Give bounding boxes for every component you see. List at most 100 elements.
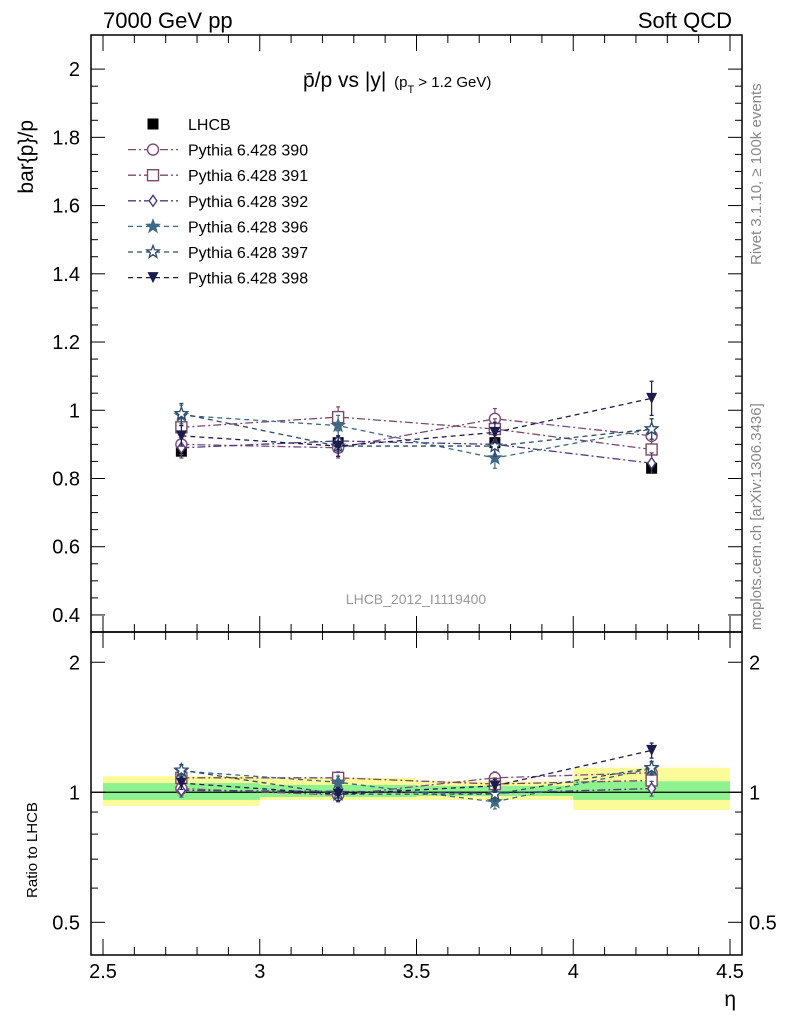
data-point: [332, 788, 344, 800]
legend-item: Pythia 6.428 392: [128, 194, 308, 211]
series-line: [181, 440, 652, 464]
data-point: [486, 449, 503, 465]
legend-marker: [147, 118, 159, 130]
main-y-ticks: [91, 68, 742, 616]
data-point: [330, 417, 347, 433]
main-ylabel: bar{p}/p: [15, 120, 38, 194]
series-line: [181, 414, 652, 459]
series-line: [181, 416, 652, 451]
series-line: [181, 767, 652, 803]
data-point: [176, 441, 187, 455]
x-ticks: [102, 35, 731, 955]
y-tick-label: 0.4: [52, 605, 80, 627]
legend-label: Pythia 6.428 390: [188, 143, 308, 160]
legend: LHCB Pythia 6.428 390 Pythia 6.428 391 Pyth…: [128, 117, 308, 288]
data-point: [330, 773, 347, 789]
data-point: [643, 759, 660, 775]
legend-item: Pythia 6.428 398: [128, 271, 308, 288]
x-axis-label: η: [724, 988, 736, 1011]
ratio-y-tick-label-right: 2: [749, 652, 760, 674]
series-pythia-6-428-397: [173, 402, 660, 457]
series-line: [181, 397, 652, 447]
rivet-label: Rivet 3.1.10, ≥ 100k events: [748, 83, 765, 265]
data-point: [332, 440, 344, 452]
series-pythia-6-428-392: [176, 430, 657, 474]
y-tick-label: 1.4: [52, 264, 80, 286]
series-line: [181, 777, 652, 785]
legend-item: Pythia 6.428 391: [128, 168, 308, 185]
ratio-y-tick-label-right: 1: [749, 782, 760, 804]
legend-label: Pythia 6.428 391: [188, 168, 308, 185]
series-line: [181, 418, 652, 449]
title-sub-open: (p: [394, 74, 407, 91]
legend-item: Pythia 6.428 396: [128, 218, 308, 236]
title-sub-T: T: [407, 84, 414, 96]
main-title-text: p̄/p vs |y|: [303, 69, 386, 92]
data-point: [175, 430, 187, 442]
legend-label: Pythia 6.428 396: [188, 219, 308, 236]
data-point: [486, 785, 503, 801]
legend-marker: [146, 168, 160, 182]
x-tick-label: 4.5: [716, 961, 744, 983]
ratio-series: [173, 742, 660, 810]
legend-marker: [145, 218, 161, 234]
series-pythia-6-428-397: [173, 759, 660, 802]
x-tick-label: 2.5: [89, 961, 117, 983]
y-tick-label: 1: [69, 400, 80, 422]
header-right: Soft QCD: [638, 8, 732, 33]
ratio-y-tick-label: 0.5: [52, 912, 80, 934]
data-point: [489, 426, 501, 438]
data-point: [646, 744, 658, 756]
legend-marker: [147, 272, 159, 284]
x-tick-label: 4: [568, 961, 579, 983]
legend-label: Pythia 6.428 392: [188, 194, 308, 211]
data-point: [489, 780, 501, 792]
legend-label: Pythia 6.428 398: [188, 271, 308, 288]
main-title: p̄/p vs |y| (pT > 1.2 GeV): [303, 69, 491, 96]
legend-marker: [145, 243, 161, 259]
mcplots-label: mcplots.cern.ch [arXiv:1306.3436]: [748, 403, 765, 630]
data-point: [646, 392, 658, 404]
data-point: [643, 420, 660, 436]
main-title-sub: (pT > 1.2 GeV): [394, 74, 491, 96]
series-line: [181, 772, 652, 796]
x-tick-labels: 2.5 3 3.5 4 4.5: [89, 961, 744, 983]
legend-item: Pythia 6.428 397: [128, 243, 308, 262]
y-tick-label: 1.8: [52, 127, 80, 149]
legend-marker: [146, 143, 160, 156]
watermark: LHCB_2012_I1119400: [346, 591, 487, 607]
data-point: [173, 405, 190, 421]
y-tick-label: 1.2: [52, 332, 80, 354]
data-point: [646, 456, 657, 470]
data-point: [486, 437, 503, 453]
series-pythia-6-428-398: [175, 380, 658, 457]
data-point: [175, 777, 187, 789]
main-panel: 0.4 0.6 0.8 1 1.2 1.4 1.6 1.8 2 bar{p}/p p̄/p vs…: [15, 34, 743, 633]
ratio-y-tick-labels: 0.5 0.5 1 1 2 2: [52, 652, 777, 934]
series-line: [181, 413, 652, 447]
ratio-ylabel: Ratio to LHCB: [24, 802, 41, 898]
legend-item: LHCB: [147, 117, 231, 134]
ratio-panel: 0.5 0.5 1 1 2 2 Ratio to LHCB: [24, 631, 777, 956]
y-tick-label: 1.6: [52, 196, 80, 218]
ratio-y-ticks: [91, 661, 742, 923]
y-tick-label: 0.8: [52, 468, 80, 490]
series-pythia-6-428-398: [175, 742, 658, 802]
legend-label: Pythia 6.428 397: [188, 245, 308, 262]
legend-label: LHCB: [188, 117, 231, 134]
x-tick-label: 3.5: [403, 961, 431, 983]
series-line: [181, 749, 652, 795]
legend-marker: [148, 194, 158, 208]
title-sub-rest: > 1.2 GeV): [414, 74, 491, 91]
header-left: 7000 GeV pp: [103, 8, 233, 33]
ratio-y-tick-label-right: 0.5: [749, 912, 777, 934]
series-pythia-6-428-390: [175, 407, 658, 459]
series-line: [181, 767, 652, 795]
y-tick-label: 2: [69, 59, 80, 81]
data-point: [173, 761, 190, 777]
ratio-y-tick-label: 1: [69, 782, 80, 804]
main-y-tick-labels: 0.4 0.6 0.8 1 1.2 1.4 1.6 1.8 2: [52, 59, 80, 627]
main-series: [173, 380, 660, 474]
data-point: [176, 783, 187, 798]
